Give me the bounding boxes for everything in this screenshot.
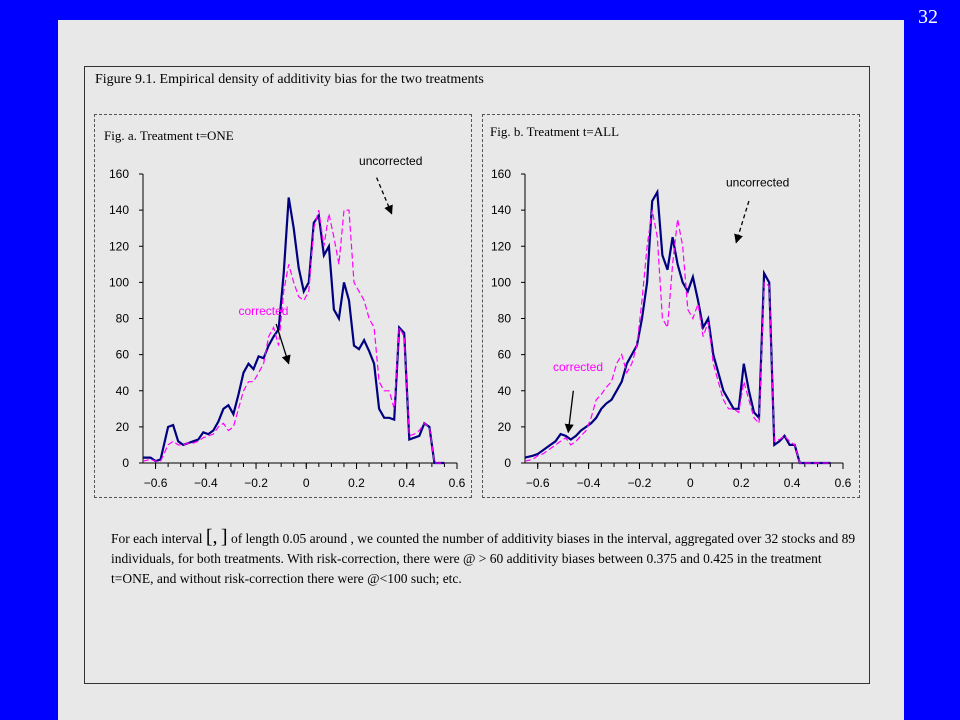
x-tick-label: 0.4 (398, 476, 415, 490)
annotation-corrected-arrow (564, 390, 574, 434)
figure-caption: For each interval [, ] of length 0.05 ar… (111, 527, 863, 589)
y-tick-label: 140 (109, 203, 129, 217)
series-line-corrected (524, 188, 831, 465)
x-tick-label: −0.6 (526, 476, 550, 490)
annotation-corrected-label: corrected (238, 304, 288, 318)
annotation-uncorrected-arrow (734, 200, 750, 244)
panel-b-frame (482, 114, 860, 498)
x-tick-label: −0.4 (577, 476, 601, 490)
y-tick-label: 20 (498, 420, 512, 434)
figure-frame (84, 66, 870, 684)
x-tick-label: 0.2 (348, 476, 365, 490)
y-tick-label: 120 (109, 239, 129, 253)
panel-a-title: Fig. a. Treatment t=ONE (104, 128, 234, 143)
y-tick-label: 100 (109, 275, 129, 289)
y-tick-label: 80 (498, 312, 512, 326)
y-tick-label: 40 (498, 384, 512, 398)
panel-b-title: Fig. b. Treatment t=ALL (490, 124, 620, 139)
x-tick-label: 0.4 (784, 476, 801, 490)
caption-prefix: For each interval (111, 531, 203, 546)
x-tick-label: −0.2 (244, 476, 268, 490)
annotation-uncorrected-label: uncorrected (726, 176, 789, 190)
page-number: 32 (918, 6, 938, 28)
x-tick-label: −0.4 (194, 476, 218, 490)
panel-a-frame (94, 114, 472, 498)
annotation-corrected-label: corrected (553, 360, 603, 374)
caption-bracket-close: ] (220, 526, 228, 548)
y-tick-label: 100 (491, 275, 511, 289)
x-tick-label: −0.2 (628, 476, 652, 490)
caption-rest: of length 0.05 around , we counted the n… (111, 531, 856, 586)
y-tick-label: 140 (491, 203, 511, 217)
y-tick-label: 160 (109, 167, 129, 181)
annotation-uncorrected-label: uncorrected (359, 154, 422, 168)
x-tick-label: −0.6 (144, 476, 168, 490)
series-line-uncorrected (524, 209, 831, 464)
y-tick-label: 0 (504, 456, 511, 470)
x-tick-label: 0.2 (733, 476, 750, 490)
y-tick-label: 0 (122, 456, 129, 470)
figure-title: Figure 9.1. Empirical density of additiv… (95, 72, 484, 87)
y-tick-label: 20 (116, 420, 130, 434)
y-tick-label: 160 (491, 167, 511, 181)
x-tick-label: 0.6 (835, 476, 852, 490)
x-tick-label: 0 (303, 476, 310, 490)
x-tick-label: 0 (687, 476, 694, 490)
x-tick-label: 0.6 (449, 476, 466, 490)
y-tick-label: 80 (116, 312, 130, 326)
annotation-corrected-arrow (275, 323, 291, 365)
y-tick-label: 60 (498, 348, 512, 362)
series-line-uncorrected (142, 209, 445, 464)
caption-bracket-open: [, (205, 526, 218, 548)
y-tick-label: 60 (116, 348, 130, 362)
y-tick-label: 120 (491, 239, 511, 253)
slide-background (58, 20, 904, 720)
y-tick-label: 40 (116, 384, 130, 398)
